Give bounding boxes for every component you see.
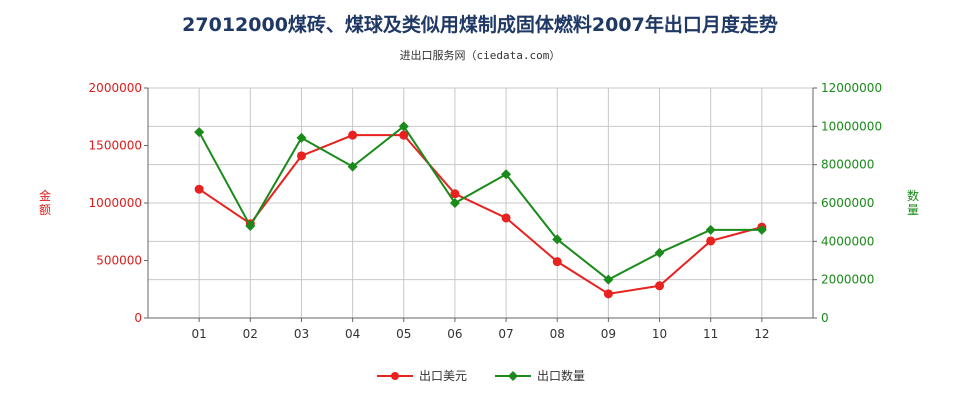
y-right-tick-label: 4000000 xyxy=(821,234,874,248)
series-1-point xyxy=(347,161,358,172)
series-0-point xyxy=(450,189,460,199)
series-line-1 xyxy=(198,124,762,281)
series-0-point xyxy=(399,130,409,140)
x-tick-label: 05 xyxy=(396,327,411,341)
series-1-point xyxy=(449,198,460,208)
y-left-axis-title-char: 金 xyxy=(39,188,51,203)
chart-subtitle: 进出口服务网（ciedata.com） xyxy=(399,49,561,62)
legend-label: 出口美元 xyxy=(418,369,467,383)
series-0-point xyxy=(552,257,562,267)
y-left-tick-label: 500000 xyxy=(96,254,142,268)
x-tick-label: 12 xyxy=(754,327,769,341)
series-1-point xyxy=(194,127,205,138)
series-0-point xyxy=(706,236,716,246)
series-1-point xyxy=(245,221,256,231)
series-layer xyxy=(194,121,767,299)
series-0-point xyxy=(603,289,613,299)
y-right-tick-label: 6000000 xyxy=(821,196,874,210)
x-tick-label: 07 xyxy=(498,327,513,341)
y-left-tick-label: 1500000 xyxy=(89,139,142,153)
y-right-tick-label: 2000000 xyxy=(821,273,874,287)
legend-item-export-quantity[interactable]: 出口数量 xyxy=(493,367,585,384)
y-right-tick-label: 8000000 xyxy=(821,158,874,172)
series-1-point xyxy=(603,274,614,285)
series-0-point xyxy=(194,184,204,194)
series-1-point xyxy=(296,132,307,143)
y-right-tick-label: 12000000 xyxy=(821,81,882,95)
series-0-point xyxy=(296,151,306,161)
y-left-tick-label: 0 xyxy=(134,311,142,325)
axes-layer: 0 500000 1000000 1500000 2000000 0 2000000 4000… xyxy=(39,81,919,341)
chart-title: 27012000煤砖、煤球及类似用煤制成固体燃料2007年出口月度走势 xyxy=(182,14,778,36)
series-0-point xyxy=(655,281,665,291)
y-left-axis-title: 金额 xyxy=(39,188,51,217)
x-tick-label: 03 xyxy=(294,327,309,341)
series-0-point xyxy=(501,213,511,223)
x-tick-label: 10 xyxy=(652,327,667,341)
y-left-axis-title-char: 额 xyxy=(39,203,51,217)
series-1-point xyxy=(398,121,409,132)
legend-line-green-icon xyxy=(495,370,531,381)
y-right-axis-title-char: 量 xyxy=(907,203,919,217)
series-0-point xyxy=(348,130,358,140)
series-1-point xyxy=(705,224,716,235)
x-tick-label: 04 xyxy=(345,327,360,341)
series-1-point xyxy=(552,234,563,245)
legend-line-red-icon xyxy=(376,371,413,380)
x-tick-label: 08 xyxy=(550,327,565,341)
y-left-tick-label: 2000000 xyxy=(89,81,142,95)
y-right-axis-title: 数量 xyxy=(907,188,919,217)
legend-label: 出口数量 xyxy=(537,369,586,383)
series-line-0 xyxy=(198,134,763,295)
series-1-point xyxy=(756,224,767,235)
x-tick-label: 06 xyxy=(447,327,462,341)
x-tick-label: 02 xyxy=(243,327,258,341)
grid-layer xyxy=(147,87,814,319)
y-right-tick-label: 0 xyxy=(821,311,829,325)
legend-item-export-usd[interactable]: 出口美元 xyxy=(375,367,467,384)
legend: 出口美元 出口数量 xyxy=(0,367,960,384)
series-1-point xyxy=(654,247,665,258)
y-right-tick-label: 10000000 xyxy=(821,119,882,133)
x-tick-label: 09 xyxy=(601,327,616,341)
series-1-point xyxy=(501,169,512,180)
y-left-tick-label: 1000000 xyxy=(89,196,142,210)
x-tick-label: 01 xyxy=(192,327,207,341)
x-tick-label: 11 xyxy=(703,327,718,341)
y-right-axis-title-char: 数 xyxy=(907,188,919,203)
